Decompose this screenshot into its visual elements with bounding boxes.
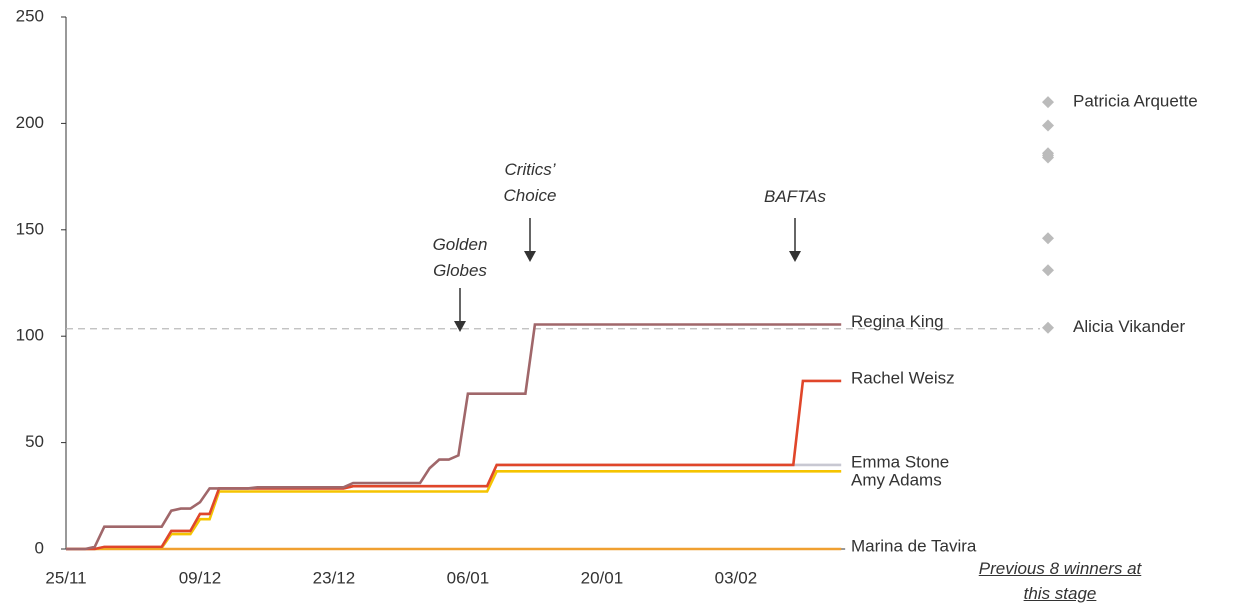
arrow-head	[789, 251, 801, 262]
annotation: Golden Globes	[432, 235, 488, 280]
winners-label: Previous 8 winners at this stage	[978, 559, 1142, 603]
series-label: Regina King	[851, 312, 944, 331]
series-label: Rachel Weisz	[851, 368, 955, 387]
y-tick-label: 250	[16, 6, 44, 25]
annotation: Critics’ Choice	[503, 160, 557, 205]
x-tick-label: 25/11	[45, 568, 86, 587]
arrow-head	[524, 251, 536, 262]
annotation: BAFTAs	[763, 187, 827, 206]
series-label: Amy Adams	[851, 470, 942, 489]
arrow-head	[454, 321, 466, 332]
winner-marker	[1042, 119, 1054, 132]
series-label: Emma Stone	[851, 452, 949, 471]
x-tick-label: 09/12	[179, 568, 222, 587]
winner-label: Patricia Arquette	[1073, 92, 1198, 111]
y-tick-label: 50	[25, 432, 44, 451]
y-tick-label: 200	[16, 113, 44, 132]
series-line	[66, 323, 842, 551]
series-line	[66, 379, 842, 551]
series-label: Marina de Tavira	[851, 536, 977, 555]
y-tick-label: 150	[16, 219, 44, 238]
x-tick-label: 20/01	[581, 568, 624, 587]
x-tick-label: 06/01	[447, 568, 490, 587]
x-tick-label: 03/02	[715, 568, 758, 587]
winner-marker	[1042, 151, 1054, 164]
winner-marker	[1042, 264, 1054, 277]
winner-label: Alicia Vikander	[1073, 317, 1185, 336]
winner-marker	[1042, 321, 1054, 334]
y-tick-label: 0	[35, 538, 44, 557]
series-line	[66, 470, 842, 551]
x-tick-label: 23/12	[313, 568, 356, 587]
series-line	[66, 463, 842, 551]
y-tick-label: 100	[16, 326, 44, 345]
winner-marker	[1042, 96, 1054, 109]
winner-marker	[1042, 232, 1054, 245]
